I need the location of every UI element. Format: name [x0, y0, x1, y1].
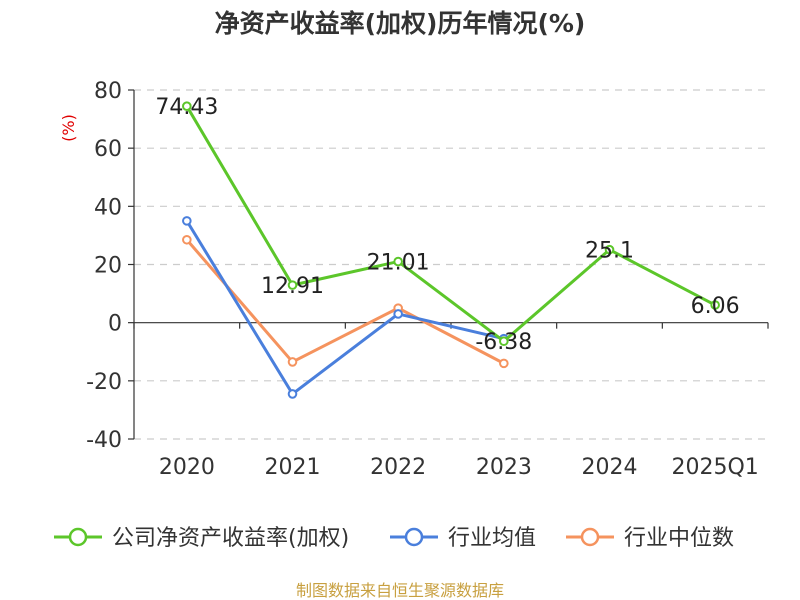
x-tick-label-2022: 2022 [370, 455, 426, 480]
data-point-s1-0 [182, 216, 192, 226]
data-point-s0-1 [287, 280, 298, 290]
x-tick-label-2020: 2020 [159, 455, 215, 480]
y-tick-label: 20 [94, 254, 122, 279]
data-point-s0-3 [499, 336, 509, 347]
x-tick-label-2021: 2021 [265, 455, 321, 480]
x-tick-label-2025Q1: 2025Q1 [672, 455, 759, 480]
data-point-s2-3 [499, 358, 509, 369]
source-note: 制图数据来自恒生聚源数据库 [296, 581, 504, 600]
series-line-1 [185, 220, 505, 396]
grid-lines [134, 89, 768, 440]
data-label-2: 21.01 [367, 251, 430, 276]
series-line-2 [185, 238, 505, 365]
x-tick-label-2024: 2024 [582, 455, 638, 480]
legend: 公司净资产收益率(加权) 行业均值 行业中位数 [54, 526, 734, 551]
data-point-s0-4 [604, 244, 615, 255]
data-point-s0-5 [710, 300, 720, 310]
legend-label-1: 行业均值 [448, 526, 536, 551]
data-point-s1-2 [393, 309, 403, 319]
y-axis-unit: (%) [59, 114, 78, 142]
legend-label-2: 行业中位数 [624, 526, 734, 551]
series-lines [182, 101, 720, 399]
data-point-s1-1 [287, 389, 298, 399]
x-tick-label-2023: 2023 [476, 455, 532, 480]
series-line-0 [185, 105, 716, 343]
data-point-s2-0 [182, 234, 192, 245]
data-label-0: 74.43 [155, 95, 218, 120]
y-tick-label: -20 [86, 370, 122, 395]
y-tick-label: 40 [94, 195, 122, 220]
legend-marker-1 [404, 527, 424, 547]
legend-marker-2 [580, 527, 600, 547]
data-labels: 74.43 12.91 21.01 -6.38 25.1 6.06 [155, 95, 739, 355]
data-label-4: 25.1 [585, 239, 634, 264]
legend-marker-0 [68, 527, 88, 547]
legend-label-0: 公司净资产收益率(加权) [112, 526, 349, 551]
axes: 80 60 40 20 0 -20 -40 2020 2021 2022 2023 2024 2025Q… [86, 79, 769, 480]
y-tick-label: -40 [86, 428, 122, 453]
y-tick-label: 0 [108, 312, 122, 337]
data-point-s2-1 [287, 357, 298, 367]
data-point-s0-0 [182, 101, 192, 111]
y-tick-label: 60 [94, 137, 122, 162]
data-label-5: 6.06 [691, 294, 740, 319]
y-tick-label: 80 [94, 79, 122, 104]
data-label-1: 12.91 [261, 274, 324, 299]
chart-title: 净资产收益率(加权)历年情况(%) [215, 9, 586, 38]
data-label-3: -6.38 [475, 330, 532, 355]
data-point-s0-2 [393, 256, 403, 267]
